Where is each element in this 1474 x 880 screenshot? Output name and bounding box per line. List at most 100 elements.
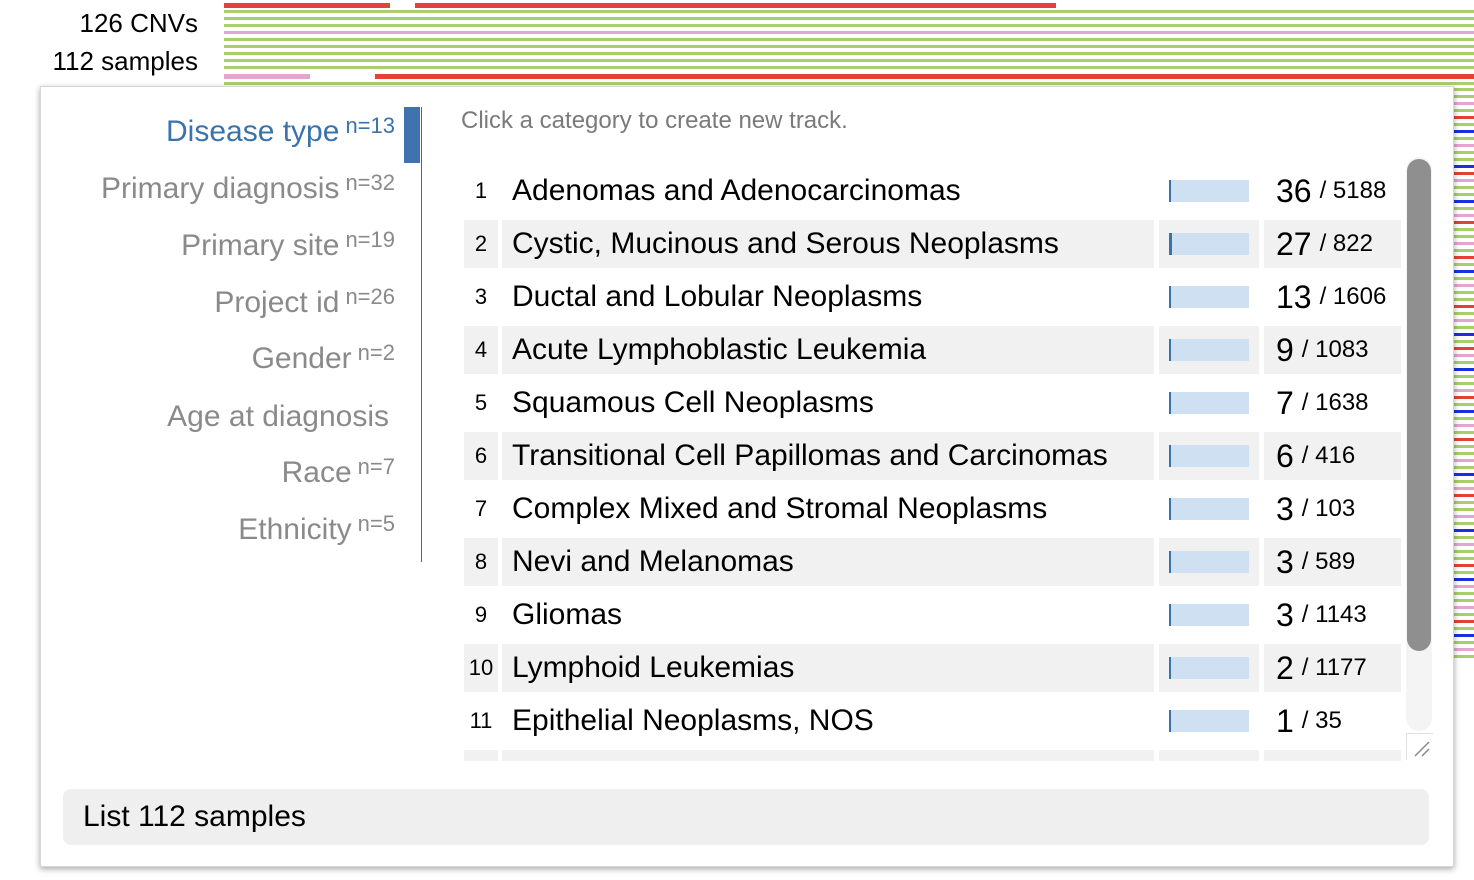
sample-track [1452,494,1474,497]
tab-age-at-diagnosis[interactable]: Age at diagnosis [167,400,395,434]
sample-track [224,24,1474,27]
category-row[interactable]: 8 Nevi and Melanomas 3 / 589 [464,538,1401,586]
sample-track [1452,382,1474,385]
total-count: / 103 [1301,495,1356,522]
category-label[interactable]: Squamous Cell Neoplasms [512,386,874,419]
sample-track [1452,256,1474,259]
sample-track [1452,354,1474,357]
tab-ethnicity[interactable]: Ethnicity n=5 [238,511,395,547]
sample-track [1452,529,1474,532]
row-number: 9 [474,602,488,627]
sample-track [1452,193,1474,196]
sample-track [1452,508,1474,511]
category-label[interactable]: Lymphoid Leukemias [502,644,1154,692]
sample-count: 3 [1276,596,1294,633]
sample-track [1452,627,1474,630]
tab-label: Disease type [166,115,340,148]
category-label[interactable]: Epithelial Neoplasms, NOS [512,704,874,737]
bar-fill [1169,445,1171,467]
scrollbar-thumb[interactable] [1407,159,1431,651]
sample-track [1452,109,1474,112]
row-number: 10 [464,644,498,692]
tab-race[interactable]: Race n=7 [282,454,395,490]
category-row[interactable]: 5 Squamous Cell Neoplasms 7 / 1638 [464,379,1401,427]
category-row[interactable] [464,750,1401,761]
tab-primary-site[interactable]: Primary site n=19 [181,227,395,263]
tab-disease-type[interactable]: Disease type n=13 [166,113,395,149]
total-count: / 416 [1301,442,1356,469]
proportion-bar [1159,167,1259,215]
sample-track [1452,228,1474,231]
bar-fill [1169,710,1171,732]
category-row[interactable]: 4 Acute Lymphoblastic Leukemia 9 / 1083 [464,326,1401,374]
bar-background [1169,180,1249,202]
tab-primary-diagnosis[interactable]: Primary diagnosis n=32 [101,170,395,206]
sample-track [1452,165,1474,168]
category-label[interactable]: Ductal and Lobular Neoplasms [512,280,923,313]
bar-fill [1169,180,1171,202]
sample-track [1452,319,1474,322]
list-samples-button[interactable]: List 112 samples [63,789,1429,845]
category-row[interactable]: 3 Ductal and Lobular Neoplasms 13 / 1606 [464,273,1401,321]
tab-gender[interactable]: Gender n=2 [251,340,395,376]
category-label[interactable]: Cystic, Mucinous and Serous Neoplasms [502,220,1154,268]
sample-track [1452,515,1474,518]
proportion-bar [1159,697,1259,745]
category-label[interactable]: Gliomas [512,598,623,631]
sample-track [1452,221,1474,224]
bar-background [1169,445,1249,467]
category-row[interactable]: 11 Epithelial Neoplasms, NOS 1 / 35 [464,697,1401,745]
sample-track [1452,326,1474,329]
proportion-bar [1159,379,1259,427]
active-tab-indicator [404,107,420,163]
category-label[interactable]: Complex Mixed and Stromal Neoplasms [512,492,1048,525]
sample-track [1452,277,1474,280]
sample-track [1452,375,1474,378]
category-row[interactable]: 10 Lymphoid Leukemias 2 / 1177 [464,644,1401,692]
row-number: 6 [464,432,498,480]
sample-count: 27 [1276,225,1312,262]
category-label[interactable]: Acute Lymphoblastic Leukemia [502,326,1154,374]
category-row[interactable]: 6 Transitional Cell Papillomas and Carcin… [464,432,1401,480]
sample-track [1452,403,1474,406]
proportion-bar [1159,432,1259,480]
list-scrollbar[interactable] [1406,157,1432,731]
tab-label: Gender [251,342,352,375]
count-cell: 7 / 1638 [1264,379,1401,427]
sample-track [1452,291,1474,294]
proportion-bar [1159,538,1259,586]
sample-track [1452,417,1474,420]
cnv-count-label: 126 CNVs [79,8,199,38]
category-label[interactable] [502,750,1154,761]
sample-count: 2 [1276,649,1294,686]
proportion-bar [1159,591,1259,639]
row-number: 8 [464,538,498,586]
cnv-segment [375,74,1474,79]
sample-track [224,52,1474,55]
row-number [464,750,498,761]
category-row[interactable]: 2 Cystic, Mucinous and Serous Neoplasms 27… [464,220,1401,268]
sample-track [1452,564,1474,567]
resize-handle-icon[interactable] [1406,733,1433,760]
bar-fill [1169,339,1171,361]
tab-project-id[interactable]: Project id n=26 [214,284,395,320]
category-label[interactable]: Nevi and Melanomas [502,538,1154,586]
category-label[interactable]: Transitional Cell Papillomas and Carcino… [502,432,1154,480]
row-number: 2 [464,220,498,268]
proportion-bar [1159,485,1259,533]
sample-count: 9 [1276,331,1294,368]
total-count: / 1638 [1301,389,1369,416]
sample-count: 36 [1276,172,1312,209]
sample-track [1452,347,1474,350]
category-row[interactable]: 7 Complex Mixed and Stromal Neoplasms 3 / 1… [464,485,1401,533]
category-row[interactable]: 9 Gliomas 3 / 1143 [464,591,1401,639]
category-row[interactable]: 1 Adenomas and Adenocarcinomas 36 / 5188 [464,167,1401,215]
bar-fill [1169,498,1171,520]
count-cell: 3 / 589 [1264,538,1401,586]
category-label[interactable]: Adenomas and Adenocarcinomas [512,174,961,207]
sample-track [1452,95,1474,98]
sample-track [1452,480,1474,483]
tab-count: n=5 [357,511,395,536]
bar-fill [1169,657,1171,679]
sample-track [1452,424,1474,427]
